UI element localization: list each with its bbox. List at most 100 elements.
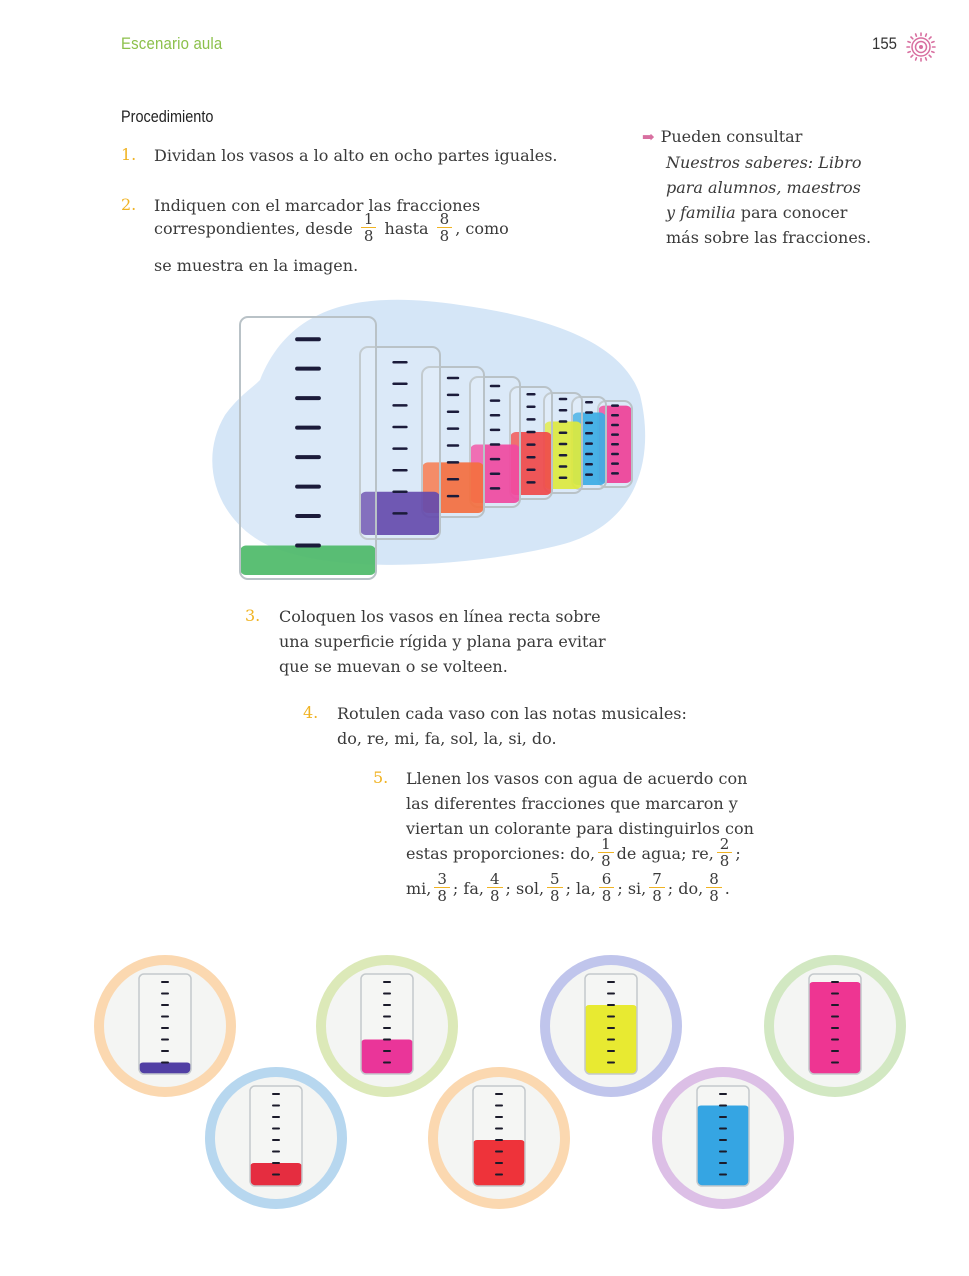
step-number: 3. [245,606,261,625]
circle-photo [652,1067,794,1209]
numerator: 8 [436,211,453,228]
text-span: . [724,879,730,898]
denominator: 8 [437,887,447,905]
text-span: Pueden consultar [660,127,803,146]
glass-outline [584,973,638,1075]
text-span: para conocer [740,203,848,222]
circle-photo [540,955,682,1097]
denominator: 8 [489,887,500,905]
glasses-photo [212,299,646,580]
glass-outline [138,973,192,1075]
step-text: las diferentes fracciones que marcaron y [406,794,738,813]
step-text: Indiquen con el marcador las fracciones [154,196,481,215]
text-span: ; sol, [505,879,545,898]
step-text: do, re, mi, fa, sol, la, si, do. [337,729,557,748]
section-title: Escenario aula [121,34,223,53]
text-span: mi, [406,879,432,898]
step-text: Rotulen cada vaso con las notas musicale… [337,704,687,723]
numerator: 5 [547,871,563,888]
sidebar-line: ➡ Pueden consultar [642,124,902,150]
glass-outline [808,973,862,1075]
step-number: 1. [121,145,137,164]
denominator: 8 [601,887,612,905]
glass-row [239,316,633,580]
circle-photo [205,1067,347,1209]
numerator: 1 [598,836,614,853]
italic-text: y familia [666,203,736,222]
numerator: 1 [360,211,377,228]
text-span: ; [735,844,741,863]
liquid [697,1105,749,1186]
denominator: 8 [363,227,374,245]
circle-photo [94,955,236,1097]
arrow-right-icon: ➡ [642,128,655,146]
numerator: 3 [434,871,450,888]
circle-photo [764,955,906,1097]
glass-outline [360,973,414,1075]
italic-text: Nuestros saberes: Libro [666,153,862,172]
liquid [240,545,376,575]
text-span: más sobre las fracciones. [666,228,872,247]
glass-outline [696,1085,750,1187]
step-text: se muestra en la imagen. [154,256,359,275]
text-span: correspondientes, desde [154,219,353,238]
step-text: Coloquen los vasos en línea recta sobre [279,607,601,626]
denominator: 8 [550,887,560,905]
numerator: 2 [716,836,733,853]
text-span: ; fa, [452,879,484,898]
step-text: que se muevan o se volteen. [279,657,508,676]
denominator: 8 [719,852,730,870]
glass-outline [421,366,485,518]
step-text: viertan un colorante para distinguirlos … [406,819,754,838]
glass-outline [239,316,377,580]
italic-text: para alumnos, maestros [666,178,861,197]
sidebar-line: más sobre las fracciones. [642,225,902,250]
sun-icon [906,32,936,62]
photo-ring [428,1067,570,1209]
step-text: Dividan los vasos a lo alto en ocho part… [154,146,558,165]
glass-outline [472,1085,526,1187]
circle-photos [94,955,906,1209]
numerator: 4 [486,871,503,888]
step-text: estas proporciones: do, 1 8 de agua; re, 2 8; [406,836,741,871]
photo-ring [94,955,236,1097]
glass-outline [249,1085,303,1187]
sidebar-line: Nuestros saberes: Libro [642,150,902,175]
photo-ring [316,955,458,1097]
photo-ring [205,1067,347,1209]
circle-photo [316,955,458,1097]
text-span: ; si, [617,879,647,898]
numerator: 7 [649,871,665,888]
text-span: hasta [384,219,429,238]
liquid [139,1062,191,1074]
glass [239,316,377,580]
glass [359,346,441,540]
step-number: 5. [373,768,389,787]
denominator: 8 [709,887,719,905]
sidebar-line: para alumnos, maestros [642,175,902,200]
step-number: 4. [303,703,319,722]
circle-row [94,955,906,1209]
text-span: ; do, [667,879,704,898]
denominator: 8 [652,887,662,905]
step-text: una superficie rígida y plana para evita… [279,632,606,651]
denominator: 8 [601,852,611,870]
sidebar-line: y familia para conocer [642,200,902,225]
glass-outline [359,346,441,540]
liquid [361,1039,413,1074]
denominator: 8 [439,227,450,245]
numerator: 8 [706,871,722,888]
circle-photo [428,1067,570,1209]
text-span: de agua; re, [616,844,714,863]
text-span: estas proporciones: do, [406,844,596,863]
procedure-heading: Procedimiento [121,107,214,126]
step-number: 2. [121,195,137,214]
sidebar-note: ➡ Pueden consultar Nuestros saberes: Libr… [642,124,902,250]
